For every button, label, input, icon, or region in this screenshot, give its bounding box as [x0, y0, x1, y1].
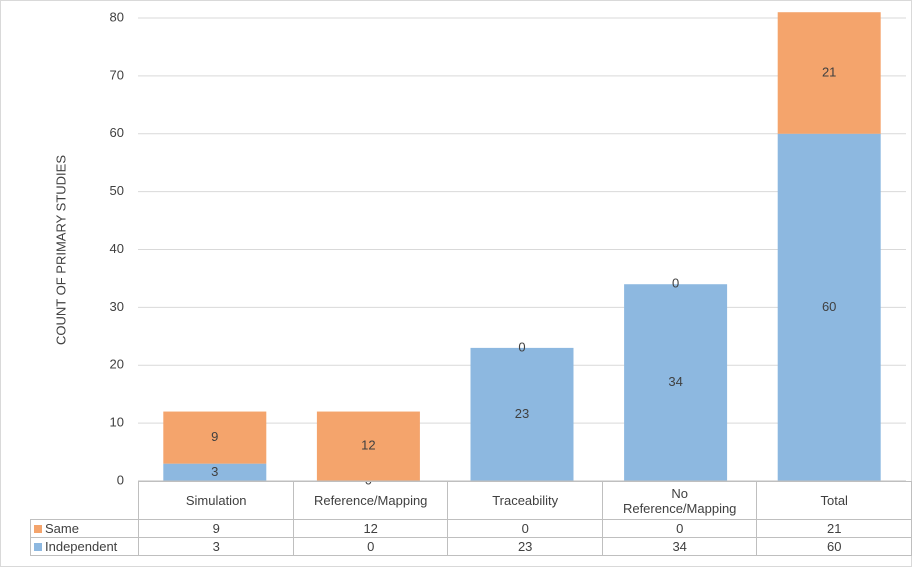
data-label: 60 [822, 299, 836, 314]
table-cell: 0 [601, 519, 758, 538]
table-cell: 0 [447, 519, 603, 538]
table-header-row: Simulation Reference/Mapping Traceability N… [30, 481, 912, 520]
table-header-cell: No Reference/Mapping [601, 481, 758, 520]
bar-segment [470, 347, 574, 481]
data-label: 0 [672, 276, 679, 291]
x-tick-label: Total [820, 493, 848, 508]
legend-entry: Independent [29, 537, 140, 556]
y-tick-label: 30 [110, 299, 124, 314]
x-tick-label: Reference/Mapping [313, 493, 428, 508]
bar-segment [777, 133, 881, 481]
table-header-cell: Reference/Mapping [292, 481, 449, 520]
table-cell: 0 [292, 537, 449, 556]
table-cell: 12 [292, 519, 449, 538]
x-tick-label: No Reference/Mapping [622, 485, 737, 516]
bar-segment [624, 284, 728, 481]
table-row: Same 9 12 0 0 21 [29, 519, 912, 538]
y-tick-label: 80 [110, 9, 124, 24]
data-label: 23 [515, 406, 529, 421]
data-label: 12 [361, 438, 375, 453]
y-tick-label: 10 [110, 415, 124, 430]
table-corner [30, 481, 140, 520]
y-tick-label: 40 [110, 241, 124, 256]
table-cell: 60 [756, 537, 912, 556]
y-tick-label: 0 [117, 472, 124, 487]
y-tick-label: 20 [110, 357, 124, 372]
table-cell: 23 [447, 537, 603, 556]
y-axis-label: COUNT OF PRIMARY STUDIES [53, 155, 68, 345]
data-table: Simulation Reference/Mapping Traceability N… [29, 481, 912, 556]
data-label: 21 [822, 64, 836, 79]
table-header-cell: Traceability [447, 481, 603, 520]
table-cell: 9 [138, 519, 294, 538]
table-row: Independent 3 0 23 34 60 [29, 537, 912, 556]
table-cell: 21 [756, 519, 912, 538]
data-label: 34 [668, 374, 682, 389]
table-cell: 34 [601, 537, 758, 556]
bar-segment [777, 12, 881, 134]
y-tick-label: 50 [110, 183, 124, 198]
legend-swatch [34, 543, 42, 551]
data-label: 3 [211, 464, 218, 479]
x-tick-label: Traceability [492, 493, 559, 508]
y-tick-label: 70 [110, 67, 124, 82]
bar-segment [163, 463, 267, 481]
table-header-cell: Simulation [138, 481, 294, 520]
data-label: 0 [518, 339, 525, 354]
legend-entry: Same [29, 519, 140, 538]
legend-label: Independent [45, 539, 118, 554]
bar-segment [316, 411, 420, 481]
y-tick-label: 60 [110, 125, 124, 140]
x-tick-label: Simulation [185, 493, 247, 508]
legend-label: Same [45, 521, 79, 536]
table-header-cell: Total [756, 481, 912, 520]
data-label: 9 [211, 429, 218, 444]
bar-segment [163, 411, 267, 464]
legend-swatch [34, 525, 42, 533]
table-cell: 3 [138, 537, 294, 556]
